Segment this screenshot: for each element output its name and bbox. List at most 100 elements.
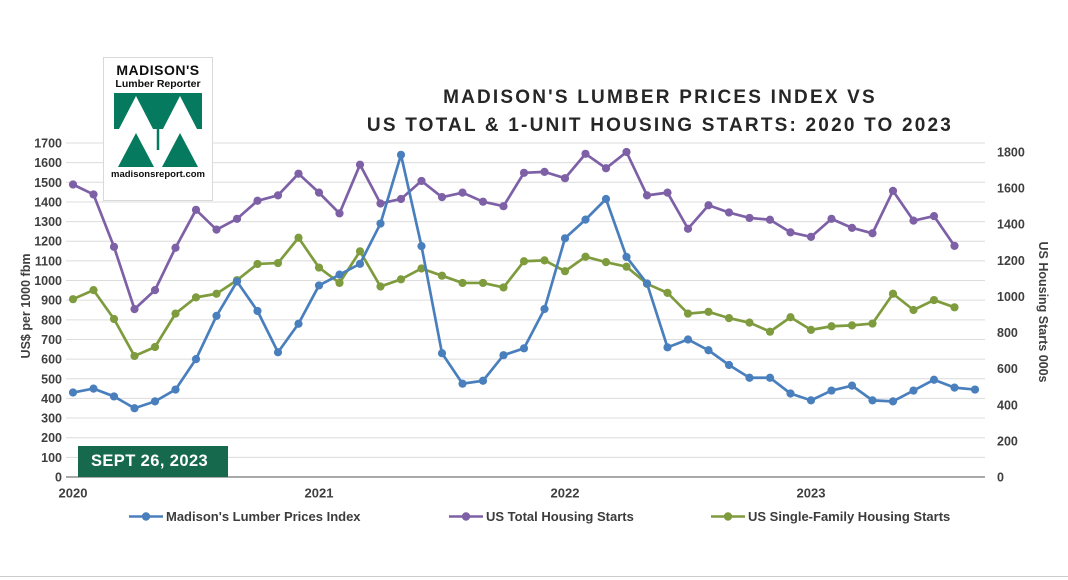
data-point-us-total-housing-starts [232,214,242,223]
left-axis-tick: 1000 [34,274,62,288]
data-point-us-total-housing-starts [868,229,877,238]
data-point-madison-s-lumber-prices-index [601,194,611,204]
data-point-us-single-family-housing-starts [827,322,836,331]
data-point-us-single-family-housing-starts [212,289,221,298]
legend-item-lumber-index: Madison's Lumber Prices Index [128,509,361,524]
left-axis-title: US$ per 1000 fbm [19,254,33,359]
right-axis-title: US Housing Starts 000s [1036,241,1050,382]
data-point-us-total-housing-starts [929,212,939,221]
data-point-us-total-housing-starts [417,176,426,186]
data-point-madison-s-lumber-prices-index [847,381,857,390]
data-point-madison-s-lumber-prices-index [950,383,959,392]
data-point-us-total-housing-starts [109,242,119,251]
data-point-us-total-housing-starts [622,147,631,157]
data-point-madison-s-lumber-prices-index [970,385,980,394]
data-point-us-total-housing-starts [376,199,385,208]
data-point-us-single-family-housing-starts [89,286,98,295]
data-point-madison-s-lumber-prices-index [765,373,775,382]
data-point-us-single-family-housing-starts [704,307,713,316]
data-point-madison-s-lumber-prices-index [806,396,816,405]
chart-title-line1: MADISON'S LUMBER PRICES INDEX VS [443,87,877,108]
left-axis-tick: 100 [41,451,62,465]
data-point-us-single-family-housing-starts [253,259,262,269]
data-point-us-single-family-housing-starts [601,258,611,267]
data-point-us-total-housing-starts [847,223,857,232]
data-point-us-total-housing-starts [68,180,78,189]
data-point-us-single-family-housing-starts [499,283,508,292]
data-point-us-single-family-housing-starts [581,252,590,261]
left-axis-tick: 200 [41,431,62,445]
data-point-us-single-family-housing-starts [437,271,447,280]
data-point-us-single-family-housing-starts [417,264,426,273]
data-point-us-single-family-housing-starts [909,305,918,315]
right-axis-tick: 1800 [997,146,1025,160]
logo-wordmark: MADISON'S [116,62,200,78]
data-point-us-single-family-housing-starts [130,351,139,361]
series-madison-s-lumber-prices-index [68,150,980,413]
left-axis-tick: 1500 [34,176,62,190]
left-axis-tick: 500 [41,372,62,386]
data-point-us-single-family-housing-starts [150,342,160,352]
data-point-us-total-housing-starts [560,174,570,183]
data-point-us-single-family-housing-starts [273,258,283,268]
data-point-madison-s-lumber-prices-index [89,384,98,393]
data-point-us-total-housing-starts [704,201,713,210]
data-point-madison-s-lumber-prices-index [888,397,898,406]
data-point-us-single-family-housing-starts [458,278,467,288]
logo-subtitle: Lumber Reporter [115,78,201,90]
left-axis-tick: 0 [55,471,62,485]
x-axis-tick: 2022 [551,486,580,501]
data-point-us-total-housing-starts [478,197,488,206]
right-axis-tick: 1600 [997,182,1025,196]
data-point-us-single-family-housing-starts [109,314,119,324]
data-point-us-single-family-housing-starts [355,247,365,256]
data-point-us-single-family-housing-starts [765,327,775,336]
data-point-us-total-housing-starts [191,205,201,214]
right-axis-tick: 1200 [997,254,1025,268]
data-point-us-single-family-housing-starts [724,314,734,323]
data-point-madison-s-lumber-prices-index [417,242,426,251]
data-point-us-single-family-housing-starts [294,233,303,242]
data-point-us-total-housing-starts [355,160,365,169]
data-point-madison-s-lumber-prices-index [642,279,652,288]
data-point-us-total-housing-starts [601,164,611,173]
data-point-us-single-family-housing-starts [663,288,672,297]
data-point-madison-s-lumber-prices-index [458,379,467,388]
data-point-us-single-family-housing-starts [745,318,754,327]
data-point-us-total-housing-starts [130,304,139,314]
data-point-us-single-family-housing-starts [786,313,795,322]
data-point-madison-s-lumber-prices-index [130,404,139,413]
data-point-madison-s-lumber-prices-index [909,386,918,395]
data-point-madison-s-lumber-prices-index [519,344,529,353]
data-point-madison-s-lumber-prices-index [232,277,242,286]
data-point-us-total-housing-starts [519,168,529,177]
data-point-madison-s-lumber-prices-index [355,259,365,268]
data-point-us-total-housing-starts [888,186,898,195]
right-axis-tick: 1400 [997,218,1025,232]
data-point-madison-s-lumber-prices-index [683,335,693,344]
x-axis-tick: 2023 [797,486,826,501]
data-point-us-single-family-housing-starts [540,256,549,265]
data-point-us-single-family-housing-starts [622,262,631,271]
data-point-madison-s-lumber-prices-index [335,270,344,279]
data-point-madison-s-lumber-prices-index [499,351,508,360]
data-point-us-single-family-housing-starts [560,267,570,276]
data-point-us-single-family-housing-starts [929,295,939,305]
data-point-madison-s-lumber-prices-index [396,150,406,159]
data-point-us-total-housing-starts [683,224,693,233]
data-point-us-single-family-housing-starts [376,282,385,291]
data-point-us-total-housing-starts [909,216,918,225]
data-point-us-single-family-housing-starts [68,295,78,304]
left-axis-tick: 1400 [34,195,62,209]
left-axis-tick: 1200 [34,235,62,249]
data-point-madison-s-lumber-prices-index [437,349,447,358]
data-point-madison-s-lumber-prices-index [294,319,303,328]
data-point-us-total-housing-starts [642,191,652,200]
data-point-us-total-housing-starts [765,215,775,224]
data-point-us-single-family-housing-starts [478,278,488,288]
data-point-madison-s-lumber-prices-index [478,376,488,385]
data-point-us-total-housing-starts [745,213,754,223]
data-point-us-total-housing-starts [663,188,672,197]
data-point-us-total-housing-starts [540,167,549,176]
